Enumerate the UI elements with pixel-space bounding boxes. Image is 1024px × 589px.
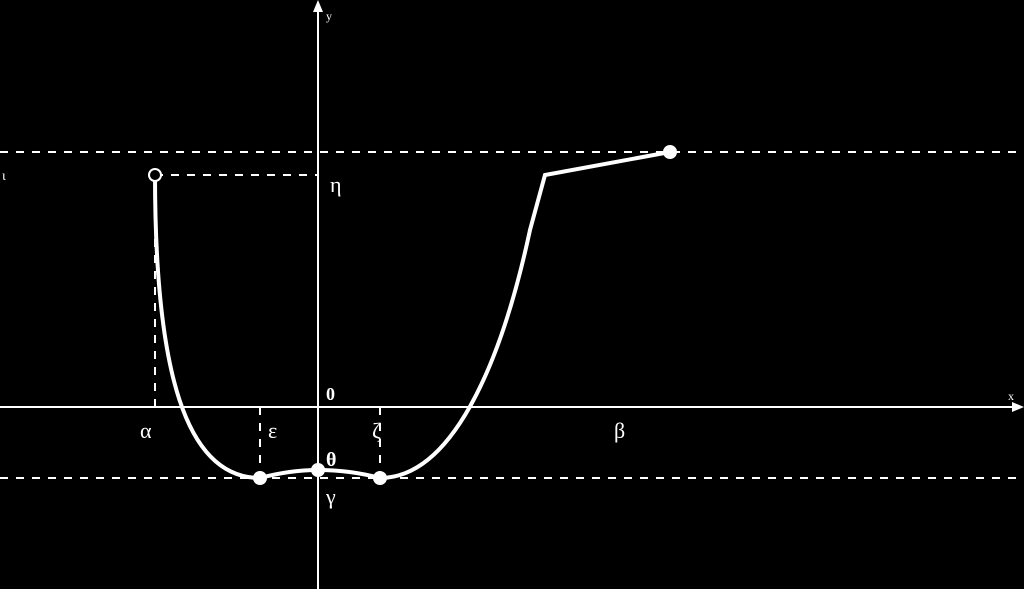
- point-alpha-open: [149, 169, 161, 181]
- alpha-label: α: [140, 418, 152, 443]
- gamma-label: γ: [325, 484, 336, 509]
- iota-label: ι: [2, 169, 6, 184]
- point-epsilon: [254, 472, 266, 484]
- point-end: [664, 146, 676, 158]
- epsilon-label: ε: [268, 418, 277, 443]
- beta-label: β: [614, 418, 625, 443]
- origin-label: 0: [326, 384, 335, 404]
- point-theta: [312, 464, 324, 476]
- y-axis-label: y: [326, 9, 332, 23]
- math-plot: y x 0 α β ε ζ η θ γ ι: [0, 0, 1024, 589]
- x-axis-label: x: [1008, 389, 1014, 403]
- theta-label: θ: [326, 449, 336, 471]
- eta-label: η: [330, 172, 342, 197]
- y-axis-arrow: [313, 0, 323, 12]
- function-curve: [155, 152, 670, 478]
- x-axis-arrow: [1012, 402, 1024, 412]
- point-zeta: [374, 472, 386, 484]
- zeta-label: ζ: [372, 418, 381, 443]
